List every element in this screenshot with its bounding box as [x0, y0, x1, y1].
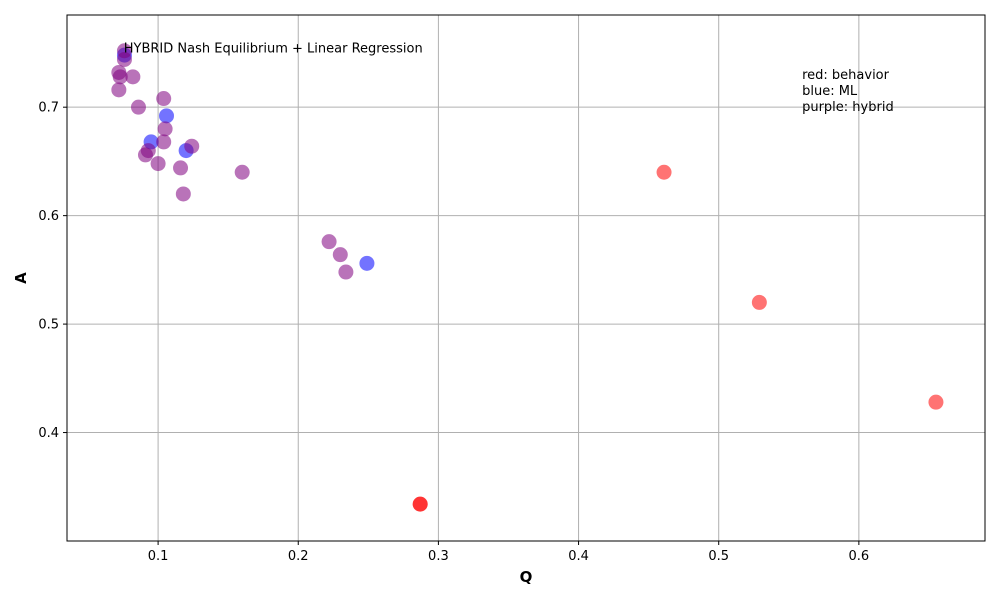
- y-tick-label: 0.6: [38, 209, 59, 224]
- purple-data-point: [332, 247, 348, 263]
- red-data-point: [928, 394, 944, 410]
- y-tick-label: 0.7: [38, 101, 59, 116]
- red-data-point: [751, 294, 767, 310]
- y-axis-label: A: [12, 272, 30, 284]
- red-data-point: [656, 164, 672, 180]
- purple-data-point: [338, 264, 354, 280]
- purple-data-point: [173, 160, 189, 176]
- purple-data-point: [125, 69, 141, 85]
- x-tick-label: 0.4: [568, 549, 589, 564]
- x-tick-label: 0.3: [428, 549, 449, 564]
- x-tick-label: 0.1: [148, 549, 169, 564]
- red-data-point: [412, 496, 428, 512]
- x-axis-label: Q: [520, 568, 533, 586]
- purple-data-point: [130, 99, 146, 115]
- x-tick-label: 0.6: [849, 549, 870, 564]
- y-tick-label: 0.5: [38, 318, 59, 333]
- purple-data-point: [234, 164, 250, 180]
- purple-data-point: [137, 147, 153, 163]
- purple-data-point: [150, 156, 166, 172]
- purple-data-point: [156, 134, 172, 150]
- purple-data-point: [184, 138, 200, 154]
- legend-line: purple: hybrid: [802, 100, 894, 115]
- plot-frame: [66, 14, 986, 542]
- data-points: [111, 43, 944, 512]
- method-annotation: HYBRID Nash Equilibrium + Linear Regress…: [124, 42, 423, 57]
- legend-line: blue: ML: [802, 84, 858, 99]
- purple-data-point: [111, 82, 127, 98]
- purple-data-point: [175, 186, 191, 202]
- blue-data-point: [359, 255, 375, 271]
- purple-data-point: [321, 234, 337, 250]
- purple-data-point: [156, 91, 172, 107]
- axis-ticks: 0.1 0.2 0.3 0.4 0.5 0.6 0.4 0.5 0.6 0.7: [38, 101, 869, 564]
- purple-data-point: [116, 51, 132, 67]
- legend-line: red: behavior: [802, 68, 890, 83]
- grid-lines: [67, 15, 985, 541]
- blue-data-point: [159, 108, 175, 124]
- x-tick-label: 0.2: [288, 549, 309, 564]
- x-tick-label: 0.5: [708, 549, 729, 564]
- purple-data-point: [157, 121, 173, 137]
- purple-data-point: [112, 69, 128, 85]
- y-tick-label: 0.4: [38, 426, 59, 441]
